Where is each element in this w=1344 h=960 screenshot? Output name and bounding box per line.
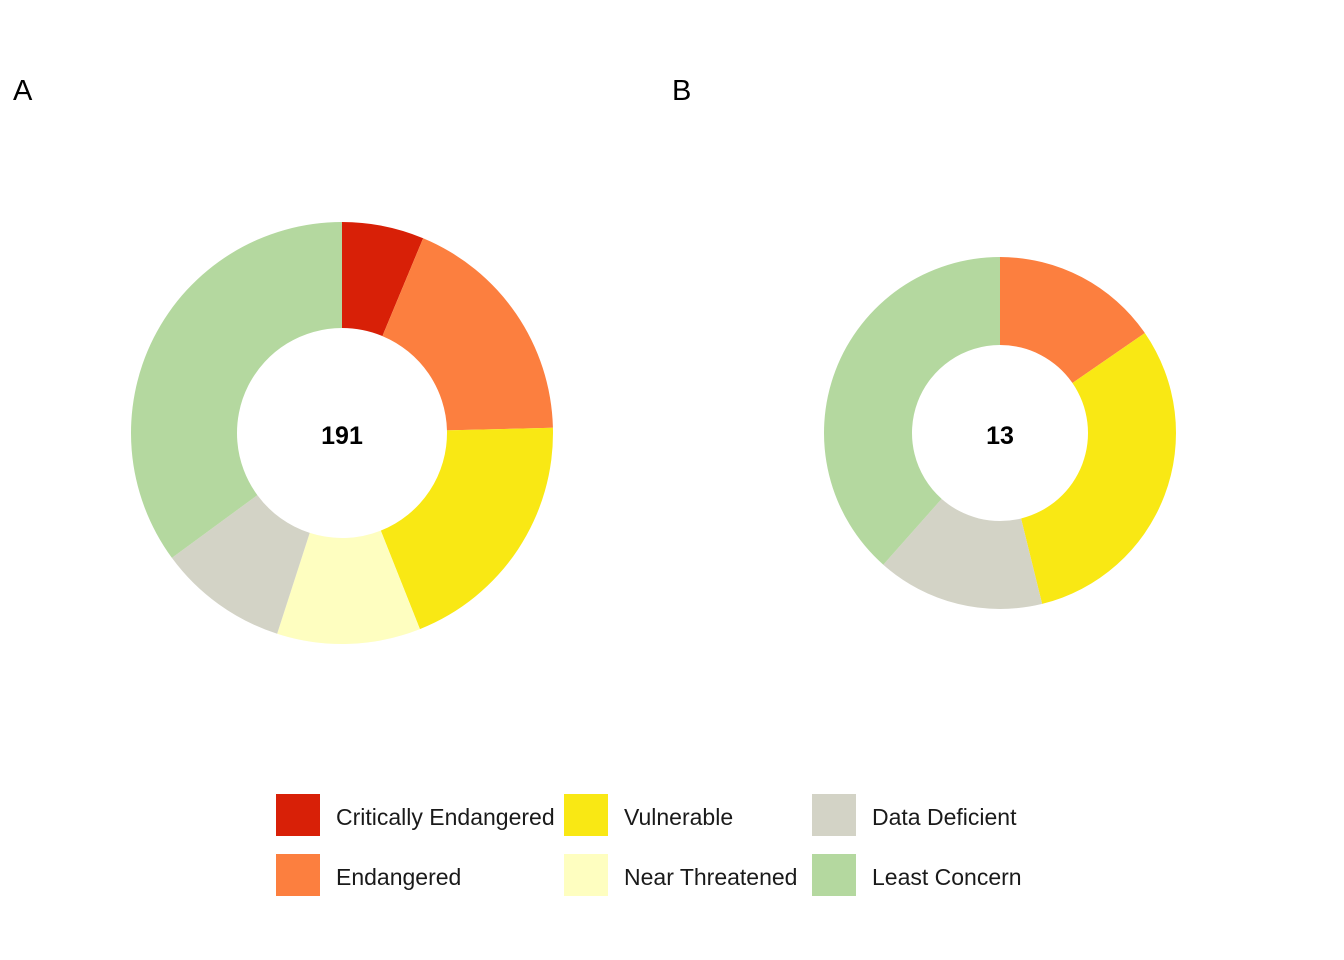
donut-slice-near-threatened bbox=[277, 530, 420, 644]
donut-slice-data-deficient bbox=[171, 495, 310, 634]
legend-label: Near Threatened bbox=[624, 864, 797, 890]
legend: Critically Endangered Endangered Vulnera… bbox=[276, 794, 1022, 896]
legend-item: Endangered bbox=[276, 854, 461, 896]
legend-item: Least Concern bbox=[812, 854, 1022, 896]
legend-item: Data Deficient bbox=[812, 794, 1017, 836]
donut-chart-a bbox=[130, 222, 553, 644]
legend-item: Near Threatened bbox=[564, 854, 797, 896]
legend-item: Vulnerable bbox=[564, 794, 733, 836]
legend-swatch bbox=[564, 794, 608, 836]
legend-label: Vulnerable bbox=[624, 804, 733, 830]
donut-slice-least-concern bbox=[130, 222, 342, 558]
donut-slice-data-deficient bbox=[883, 498, 1043, 609]
legend-swatch bbox=[276, 854, 320, 896]
donut-a-total: 191 bbox=[321, 422, 363, 450]
panel-a: A 191 bbox=[13, 75, 553, 644]
legend-swatch bbox=[812, 794, 856, 836]
donut-b-total: 13 bbox=[986, 422, 1014, 450]
donut-slice-vulnerable bbox=[380, 427, 553, 630]
panel-a-label: A bbox=[13, 75, 33, 107]
legend-swatch bbox=[564, 854, 608, 896]
donut-slice-critically-endangered bbox=[342, 222, 424, 337]
panel-b-label: B bbox=[672, 75, 691, 107]
legend-label: Data Deficient bbox=[872, 804, 1017, 830]
panel-b: B 13 bbox=[672, 75, 1177, 609]
legend-swatch bbox=[276, 794, 320, 836]
donut-chart-b bbox=[823, 257, 1177, 609]
legend-label: Least Concern bbox=[872, 864, 1022, 890]
legend-label: Critically Endangered bbox=[336, 804, 555, 830]
legend-label: Endangered bbox=[336, 864, 461, 890]
legend-swatch bbox=[812, 854, 856, 896]
donut-slice-vulnerable bbox=[1021, 333, 1177, 604]
legend-item: Critically Endangered bbox=[276, 794, 555, 836]
donut-slice-least-concern bbox=[823, 257, 1000, 565]
donut-slice-endangered bbox=[382, 238, 553, 431]
donut-slice-endangered bbox=[1000, 257, 1145, 384]
